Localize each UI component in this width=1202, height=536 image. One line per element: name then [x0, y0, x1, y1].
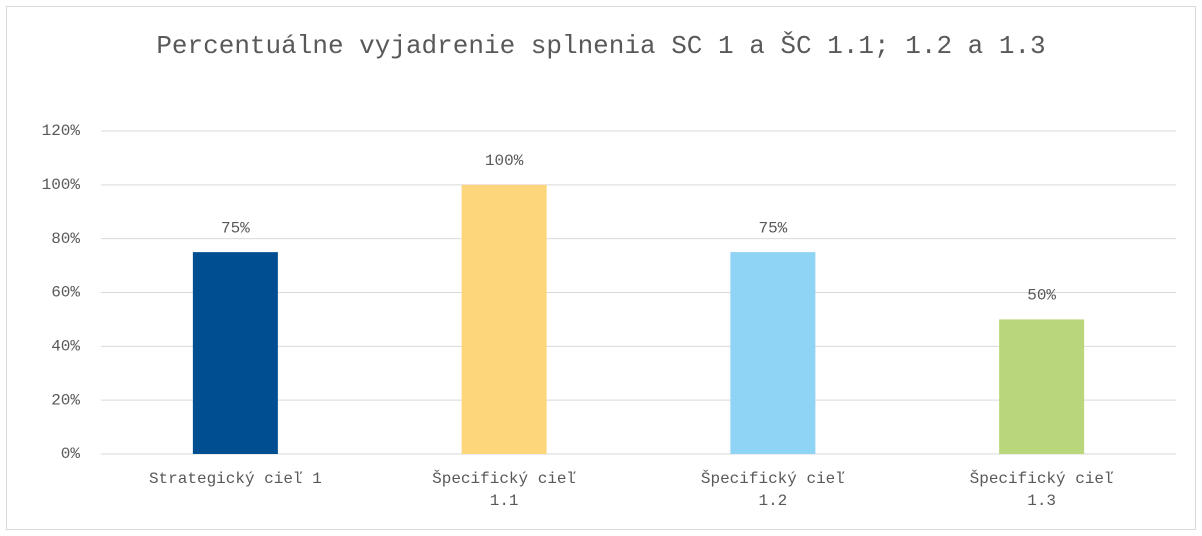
bar	[999, 319, 1085, 454]
y-tick-label: 120%	[42, 122, 81, 140]
bar	[192, 252, 278, 454]
bar	[730, 252, 816, 454]
data-label: 100%	[485, 152, 524, 170]
chart-title: Percentuálne vyjadrenie splnenia SC 1 a …	[156, 31, 1046, 61]
x-tick-label: Strategický cieľ 1	[148, 470, 322, 488]
x-tick-label: Špecifický cieľ 1.3	[969, 470, 1114, 510]
data-label: 75%	[758, 219, 787, 237]
y-tick-label: 100%	[42, 176, 81, 194]
x-tick-label: Špecifický cieľ 1.1	[432, 470, 577, 510]
x-tick-label: Špecifický cieľ 1.2	[700, 470, 845, 510]
data-label: 75%	[221, 219, 250, 237]
chart-border	[6, 6, 1196, 530]
y-tick-label: 40%	[51, 338, 80, 356]
data-label: 50%	[1027, 287, 1056, 305]
y-tick-label: 20%	[51, 391, 80, 409]
bar	[461, 184, 547, 455]
y-tick-label: 0%	[61, 445, 81, 463]
y-tick-label: 60%	[51, 284, 80, 302]
y-tick-label: 80%	[51, 230, 80, 248]
